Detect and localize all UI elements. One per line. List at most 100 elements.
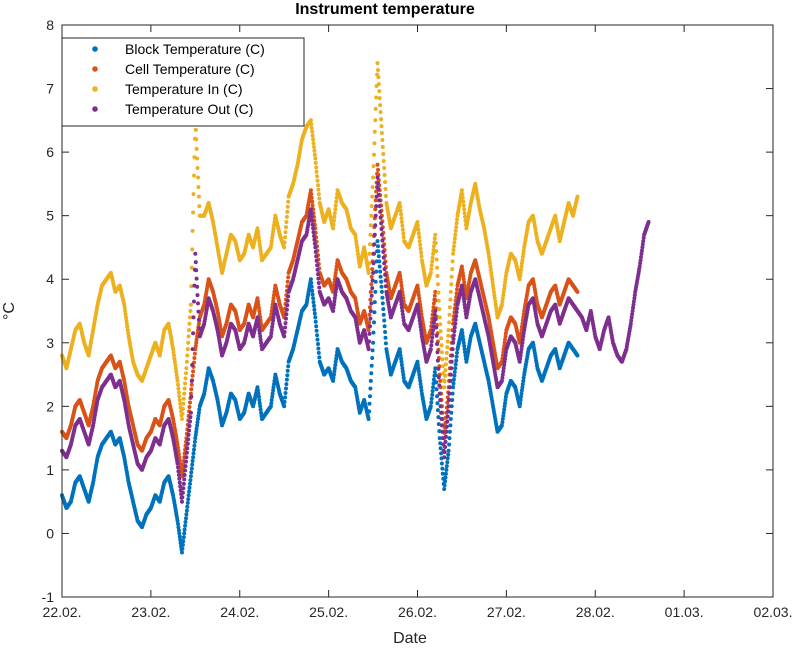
data-point [383,194,388,198]
y-tick-label: 8 [46,17,54,33]
data-point [194,340,199,345]
data-point [186,432,191,437]
data-point [521,312,526,317]
data-point [315,178,320,183]
data-point [332,218,336,223]
data-point [444,429,449,434]
data-point [487,258,492,263]
data-point [311,300,316,305]
data-point [367,320,372,325]
data-point [368,297,373,302]
data-point [333,274,338,278]
data-point [272,312,276,317]
data-point [185,347,190,352]
data-point [196,317,201,322]
data-point [269,328,274,333]
data-point [256,299,260,304]
data-point [383,187,388,191]
data-point [448,289,453,294]
data-point [415,220,420,224]
data-point [446,404,451,409]
data-point [368,305,372,310]
data-point [443,439,448,444]
legend-label: Temperature In (C) [125,81,242,97]
data-point [285,209,290,214]
data-point [282,330,287,334]
data-point [192,447,196,452]
data-point [186,493,191,498]
data-point [181,401,186,406]
data-point [196,185,201,190]
data-point [378,274,383,279]
data-point [503,398,508,402]
data-point [271,299,276,304]
data-point [372,152,376,157]
data-point [416,366,421,371]
data-point [370,348,375,353]
data-point [646,220,651,224]
data-point [399,216,404,221]
data-point [284,214,289,219]
data-point [434,387,439,392]
data-point [438,398,443,402]
data-point [194,337,199,342]
data-point [176,528,181,533]
legend-marker [92,46,98,52]
data-point [186,334,191,339]
data-point [417,299,422,304]
data-point [256,305,261,310]
data-point [190,247,195,252]
data-point [271,229,276,234]
data-point [180,550,184,555]
data-point [194,137,199,142]
data-point [312,241,317,246]
data-point [377,264,382,269]
data-point [177,480,182,485]
data-point [438,441,443,446]
data-point [430,389,435,394]
data-point [285,204,290,209]
data-point [175,375,180,380]
data-point [184,516,188,521]
data-point [282,404,287,409]
data-point [448,378,453,383]
data-point [369,213,374,218]
data-point [438,378,443,383]
data-point [188,481,192,486]
data-point [453,317,458,322]
data-point [431,385,436,390]
data-point [455,217,459,222]
data-point [517,277,522,282]
data-point [332,369,337,374]
data-point [184,366,189,371]
data-point [436,375,441,380]
data-point [309,284,314,289]
data-point [258,337,263,342]
data-point [197,204,202,209]
data-point [461,199,466,204]
data-point [196,301,200,306]
data-point [446,409,451,414]
data-point [311,296,316,301]
data-point [317,285,322,290]
data-point [191,451,196,456]
data-point [366,328,371,333]
data-point [353,235,358,240]
data-point [380,295,385,300]
data-point [190,373,195,378]
data-point [437,429,442,434]
x-tick-label: 01.03. [665,604,704,620]
data-point [401,375,406,380]
data-point [460,267,465,272]
data-point [374,204,379,209]
data-point [451,244,456,249]
data-point [521,378,526,383]
data-point [453,362,458,367]
data-point [258,404,263,409]
data-point [271,226,276,231]
data-point [417,372,422,377]
data-point [195,293,200,298]
data-point [187,328,192,333]
data-point [354,239,359,244]
data-point [314,165,319,170]
